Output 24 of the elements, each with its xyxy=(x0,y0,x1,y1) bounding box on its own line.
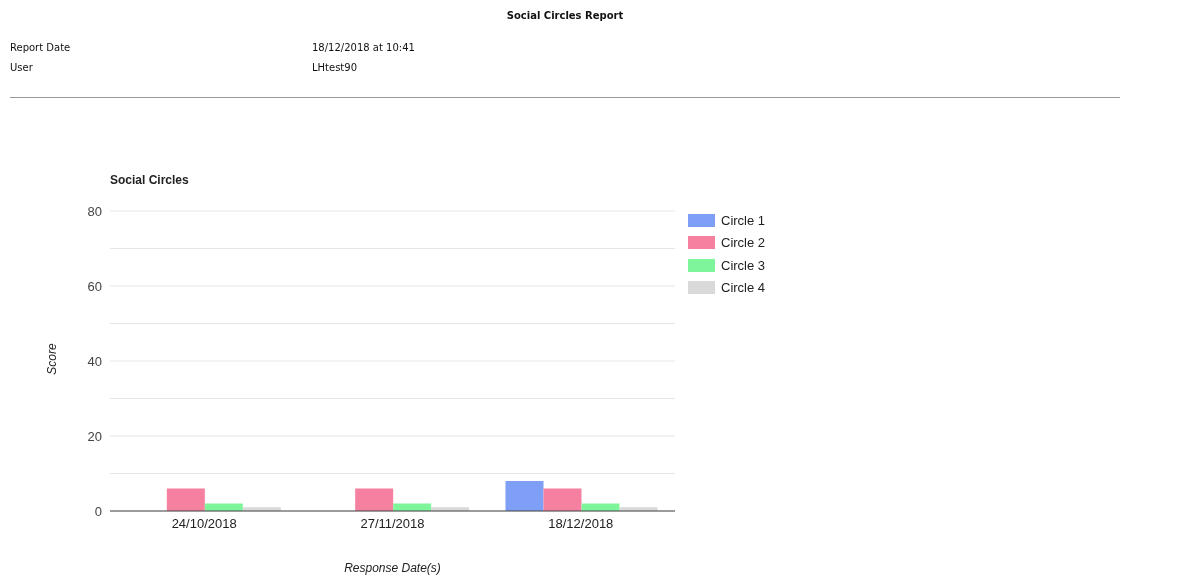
legend-label: Circle 1 xyxy=(721,212,766,228)
text: LHtest90 xyxy=(312,62,358,73)
x-axis-title: Response Date(s) xyxy=(343,561,442,575)
y-tick-label: 40 xyxy=(87,353,102,369)
chart-title: Social Circles xyxy=(110,173,189,187)
y-tick-label: 80 xyxy=(87,203,102,219)
legend-label: Circle 2 xyxy=(721,235,766,251)
text: Social Circles Report xyxy=(505,10,625,21)
bar xyxy=(355,488,394,511)
legend-label: Circle 4 xyxy=(721,280,766,296)
y-axis-title: Score xyxy=(45,342,59,377)
text: User xyxy=(10,62,33,73)
x-tick-label: 27/11/2018 xyxy=(360,516,425,532)
text: Report Date xyxy=(10,42,71,53)
text: 18/12/2018 at 10:41 xyxy=(312,42,415,53)
y-tick-label: 20 xyxy=(87,428,102,444)
x-tick-label: 24/10/2018 xyxy=(171,516,237,532)
y-tick-label: 0 xyxy=(94,503,102,519)
bar xyxy=(166,488,205,511)
bar xyxy=(505,481,544,511)
x-tick-label: 18/12/2018 xyxy=(548,516,614,532)
legend-label: Circle 3 xyxy=(721,257,766,273)
y-tick-label: 60 xyxy=(87,278,102,294)
bar xyxy=(543,488,582,511)
